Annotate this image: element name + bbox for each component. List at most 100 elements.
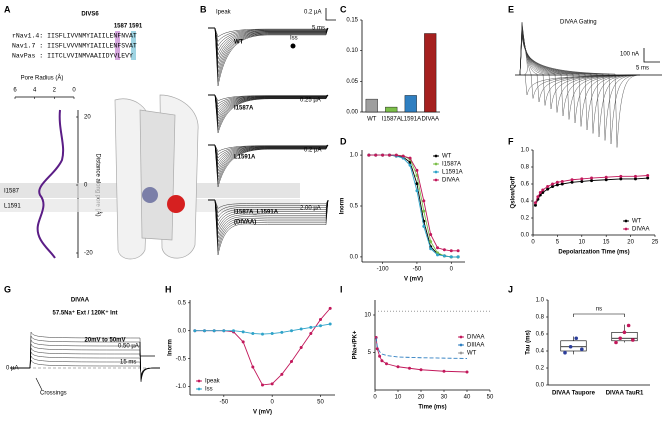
marker [401,154,405,158]
legend-label: DIIIAA [467,343,484,349]
trace [208,94,329,114]
point [568,344,573,349]
marker [538,191,542,194]
marker [619,177,623,181]
legend-label: Iss [205,387,213,393]
x-tick-label: 20 [418,395,425,401]
point [614,340,618,345]
point [574,336,579,341]
trace [208,94,329,134]
panel-letter: B [200,4,207,14]
panel-letter: A [4,4,11,14]
marker [580,177,584,181]
trace [208,144,329,156]
ss-label: Iss [290,36,298,42]
trace [208,94,329,102]
legend-marker [434,170,438,174]
trace [208,94,329,117]
marker [422,199,426,203]
panel-g-title: DIVAA [71,298,90,304]
legend-marker [434,178,438,182]
arrow [35,377,43,391]
marker [280,372,284,376]
marker [429,240,433,244]
marker [251,365,255,369]
y-axis-label: Inorm [340,198,346,215]
trace [519,23,641,103]
legend-label: L1591A [442,170,463,176]
marker [590,176,594,180]
y-tick-label: 0.8 [521,165,530,171]
y-tick-label: 0.0 [521,233,530,239]
panel-letter: I [340,284,343,294]
marker [290,359,293,363]
marker [604,175,608,179]
y-tick-label: 0.0 [178,328,187,334]
trace [208,27,329,60]
trace [208,199,329,256]
highlight [131,31,136,60]
marker [560,179,564,183]
marker [422,209,426,213]
construct-note: (DIVAA) [234,220,256,226]
x-tick-label: 10 [578,240,585,246]
y-tick-label: 1.0 [536,298,545,304]
marker [456,255,460,259]
trace [208,144,329,165]
y-tick-label: 0.2 [521,216,530,222]
x-tick-label: 15 [603,240,610,246]
x-tick-label: 50 [317,400,324,406]
marker [633,177,637,181]
marker [408,156,412,160]
marker [381,153,385,157]
peak-label: Ipeak [216,10,232,16]
marker [380,359,384,363]
trace [208,94,329,128]
marker [222,329,226,333]
legend-marker [459,351,463,355]
sequence: NavPas : IITCLVVINMVAAIIDYVLEVY [12,53,133,60]
marker [456,249,460,253]
marker [533,203,537,207]
x-axis-label: Time (ms) [418,405,446,411]
marker [442,369,446,373]
marker [367,153,371,157]
marker [415,168,419,172]
marker [429,247,433,251]
y-tick-label: 0.0 [536,383,545,389]
marker [241,340,245,344]
y-tick-label: 1.0 [521,148,530,154]
trace [519,30,641,127]
marker [551,182,555,186]
series-line [194,308,331,386]
marker [408,163,412,167]
construct-label: I1587A_L1591A [234,210,279,216]
legend-marker [624,219,628,223]
construct-label: I1587A [234,106,254,112]
trace [10,347,161,379]
bar [404,95,417,113]
y-tick-label: 1.0 [350,153,359,159]
trace [208,27,329,78]
x-tick-label: DIVAA [421,117,439,123]
marker [394,153,398,157]
marker [546,187,550,191]
x-tick-label: 0 [531,240,535,246]
x-tick-label: 25 [652,240,659,246]
x-axis-label: V (mV) [404,277,423,283]
x-tick-label: I1587A [382,117,401,123]
legend-label: WT [467,351,477,357]
trace [208,94,329,125]
marker [378,354,382,358]
sequence: rNav1.4: IISFLIVVNMYIAIILENFNVAT [12,33,137,40]
scale-time: 5 ms [312,26,325,32]
protocol: 20mV to 50mV [84,338,125,344]
legend-marker [434,154,438,158]
marker [261,332,264,336]
trace [208,199,329,209]
trace [208,94,329,120]
series-line [535,177,648,206]
y-tick-label: 0.6 [521,182,530,188]
trace [10,331,161,383]
y-axis-label: Qslow/Qoff [511,176,517,209]
